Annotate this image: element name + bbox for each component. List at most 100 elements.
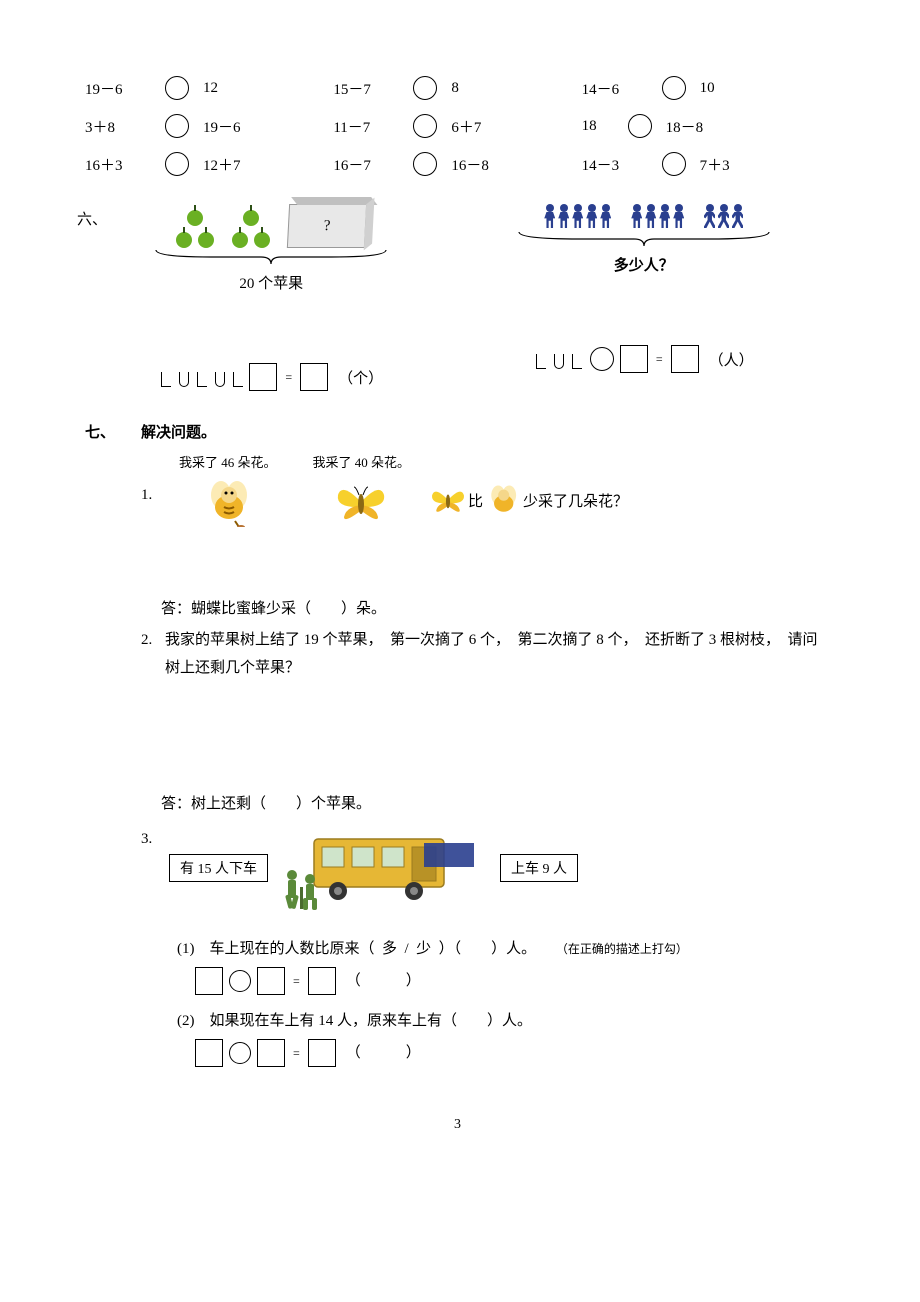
q-number: 2.	[141, 626, 165, 682]
page-number: 3	[85, 1117, 830, 1133]
blank-box[interactable]	[671, 345, 699, 373]
blank-box[interactable]	[308, 1039, 336, 1067]
expr: 19－6	[85, 78, 157, 99]
expr: 8	[451, 80, 459, 97]
butterfly-speech: 我采了 40 朵花。	[313, 452, 411, 471]
expr: 14－3	[582, 154, 654, 175]
apple-group-icon	[232, 210, 270, 248]
equals-sign: =	[293, 967, 300, 995]
q7-3-2: (2) 如果现在车上有 14 人，原来车上有（ ）人。 = （ ）	[177, 1007, 830, 1067]
blank-circle[interactable]	[413, 152, 437, 176]
on-bus-label: 上车 9 人	[500, 854, 578, 882]
blank-box[interactable]	[257, 967, 285, 995]
apple-caption: 20 个苹果	[239, 272, 303, 293]
q7-header: 七、 解决问题。	[85, 421, 830, 442]
unit-label: （人）	[709, 349, 754, 370]
expr: 12＋7	[203, 154, 241, 175]
sub2-text: (2) 如果现在车上有 14 人，原来车上有（ ）人。	[177, 1013, 532, 1029]
bee-icon	[199, 477, 257, 527]
people-group-3	[704, 204, 743, 230]
equals-sign: =	[285, 370, 292, 385]
bee-block: 我采了 46 朵花。	[179, 452, 277, 527]
butterfly-small-icon	[428, 482, 468, 518]
blank-box[interactable]	[257, 1039, 285, 1067]
q-number: 1.	[141, 487, 161, 504]
blank-circle[interactable]	[662, 152, 686, 176]
expr: 16－8	[451, 154, 489, 175]
expr: 18－8	[666, 116, 704, 137]
section-7-marker: 七、	[85, 421, 141, 442]
blank-box[interactable]	[195, 1039, 223, 1067]
expr: 12	[203, 80, 218, 97]
compare-col-2: 15－7 8 11－7 6＋7 16－7 16－8	[333, 70, 581, 184]
unknown-box: ?	[287, 204, 367, 248]
bus-icon	[274, 825, 494, 911]
bee-small-icon	[483, 482, 523, 518]
butterfly-icon	[332, 477, 390, 527]
equation-blank: = （人）	[534, 345, 754, 373]
equals-sign: =	[656, 352, 663, 367]
blank-circle[interactable]	[165, 152, 189, 176]
q6-apples: ? 20 个苹果 = （个）	[85, 204, 458, 391]
blank-box[interactable]	[249, 363, 277, 391]
compare-col-3: 14－6 10 18 18－8 14－3 7＋3	[582, 70, 830, 184]
expr: 11－7	[333, 116, 405, 137]
q6-people: 多少人？ = （人）	[458, 204, 831, 391]
blank-box[interactable]	[620, 345, 648, 373]
blank-box[interactable]	[308, 967, 336, 995]
expr: 16－7	[333, 154, 405, 175]
off-bus-label: 有 15 人下车	[169, 854, 268, 882]
blank-box[interactable]	[195, 967, 223, 995]
blank-circle[interactable]	[165, 114, 189, 138]
blank-circle[interactable]	[229, 1042, 251, 1064]
blank-circle[interactable]	[662, 76, 686, 100]
expr: 10	[700, 80, 715, 97]
q7-title: 解决问题。	[141, 421, 216, 442]
equation-blank: = （个）	[159, 363, 383, 391]
expr: 18	[582, 118, 620, 135]
people-caption: 多少人？	[614, 254, 674, 275]
compare-text: 少采了几朵花？	[523, 490, 628, 511]
people-group-2	[631, 204, 684, 230]
expr: 15－7	[333, 78, 405, 99]
blank-circle[interactable]	[413, 76, 437, 100]
brace-icon	[514, 230, 774, 248]
page: 19－6 12 3＋8 19－6 16＋3 12＋7 15－7 8 11－7 6＋7 16…	[0, 0, 920, 1173]
expr: 6＋7	[451, 116, 481, 137]
expr: 7＋3	[700, 154, 730, 175]
expr: 16＋3	[85, 154, 157, 175]
expr: 19－6	[203, 116, 241, 137]
compare-grid: 19－6 12 3＋8 19－6 16＋3 12＋7 15－7 8 11－7 6＋7 16…	[85, 70, 830, 184]
blank-circle[interactable]	[413, 114, 437, 138]
bee-speech: 我采了 46 朵花。	[179, 452, 277, 471]
blank-circle[interactable]	[628, 114, 652, 138]
unit-paren: （ ）	[346, 1039, 421, 1067]
expr: 14－6	[582, 78, 654, 99]
compare-text: 比	[468, 490, 483, 511]
q7-2: 2. 我家的苹果树上结了 19 个苹果， 第一次摘了 6 个， 第二次摘了 8 …	[141, 626, 830, 682]
expr: 3＋8	[85, 116, 157, 137]
blank-circle[interactable]	[590, 347, 614, 371]
compare-col-1: 19－6 12 3＋8 19－6 16＋3 12＋7	[85, 70, 333, 184]
sub1-note: （在正确的描述上打勾）	[556, 942, 688, 956]
butterfly-block: 我采了 40 朵花。	[313, 452, 411, 527]
brace-icon	[151, 248, 391, 266]
q7-1: 1. 我采了 46 朵花。 我采了 40 朵花。	[141, 452, 830, 527]
qmark: ?	[323, 218, 331, 235]
blank-box[interactable]	[300, 363, 328, 391]
blank-circle[interactable]	[165, 76, 189, 100]
unit-label: （个）	[338, 367, 383, 388]
answer-1: 答：蝴蝶比蜜蜂少采（ ）朵。	[161, 597, 830, 618]
q6: ? 20 个苹果 = （个）	[85, 204, 830, 391]
q-number: 3.	[141, 831, 165, 848]
q7-2-text: 我家的苹果树上结了 19 个苹果， 第一次摘了 6 个， 第二次摘了 8 个， …	[165, 626, 830, 682]
sub1-text: (1) 车上现在的人数比原来（ 多 / 少 ）（ ）人。	[177, 941, 536, 957]
people-group-1	[544, 204, 611, 230]
unit-paren: （ ）	[346, 967, 421, 995]
q7-3: 3. 有 15 人下车	[141, 825, 830, 911]
answer-2: 答：树上还剩（ ）个苹果。	[161, 792, 830, 813]
apple-group-icon	[176, 210, 214, 248]
q7-3-1: (1) 车上现在的人数比原来（ 多 / 少 ）（ ）人。 （在正确的描述上打勾）…	[177, 935, 830, 995]
blank-circle[interactable]	[229, 970, 251, 992]
equals-sign: =	[293, 1039, 300, 1067]
